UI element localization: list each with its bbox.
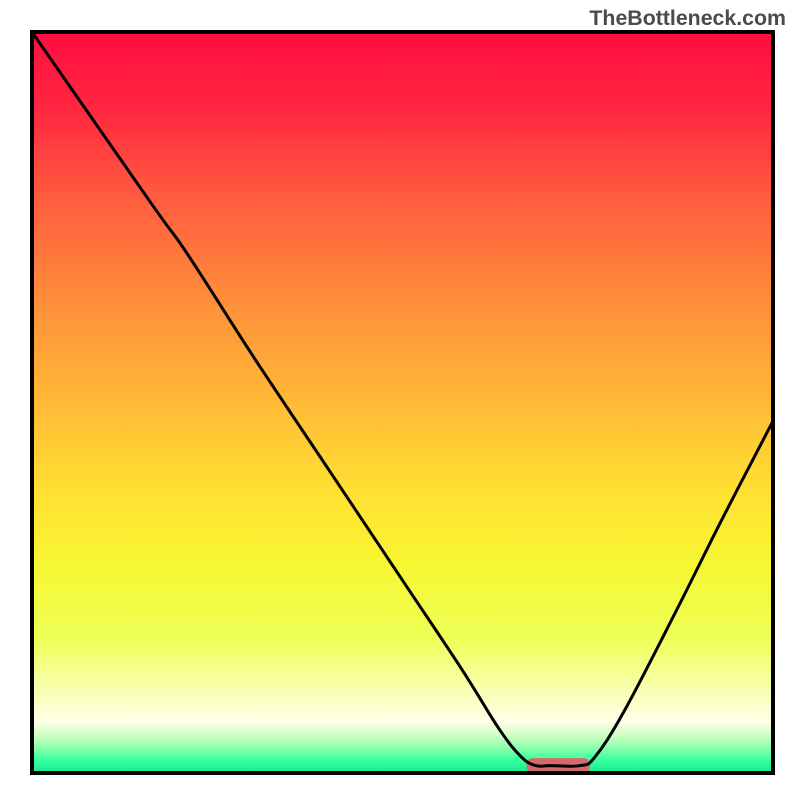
gradient-background [32, 32, 773, 773]
watermark-text: TheBottleneck.com [589, 6, 786, 31]
chart-svg [0, 0, 800, 800]
bottleneck-chart: TheBottleneck.com [0, 0, 800, 800]
